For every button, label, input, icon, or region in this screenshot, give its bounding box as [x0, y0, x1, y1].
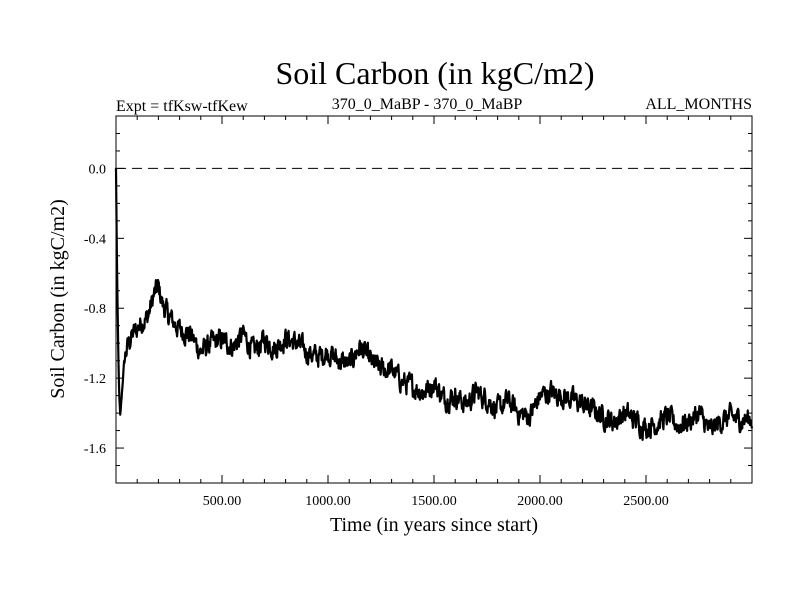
series-group: [114, 167, 754, 441]
x-axis-label: Time (in years since start): [330, 514, 538, 536]
y-axis-label: Soil Carbon (in kgC/m2): [47, 199, 69, 398]
y-tick-label: -0.4: [84, 232, 106, 247]
x-tick-label: 500.00: [203, 494, 242, 509]
soil-carbon-series-line: [114, 167, 754, 441]
chart-title: Soil Carbon (in kgC/m2): [275, 55, 594, 91]
y-tick-label: -0.8: [84, 302, 106, 317]
x-axis-ticks: 500.00 1000.00 1500.00 2000.00 2500.00: [136, 116, 732, 509]
subtitle-experiment: Expt = tfKsw-tfKew: [116, 98, 248, 115]
y-tick-label: -1.6: [84, 442, 106, 457]
x-tick-label: 2500.00: [623, 494, 669, 509]
y-tick-label: 0.0: [89, 162, 107, 177]
subtitle-months: ALL_MONTHS: [645, 96, 752, 113]
x-tick-label: 2000.00: [517, 494, 563, 509]
x-tick-label: 1500.00: [411, 494, 457, 509]
x-tick-label: 1000.00: [305, 494, 351, 509]
subtitle-period: 370_0_MaBP - 370_0_MaBP: [332, 96, 523, 113]
y-tick-label: -1.2: [84, 372, 106, 387]
